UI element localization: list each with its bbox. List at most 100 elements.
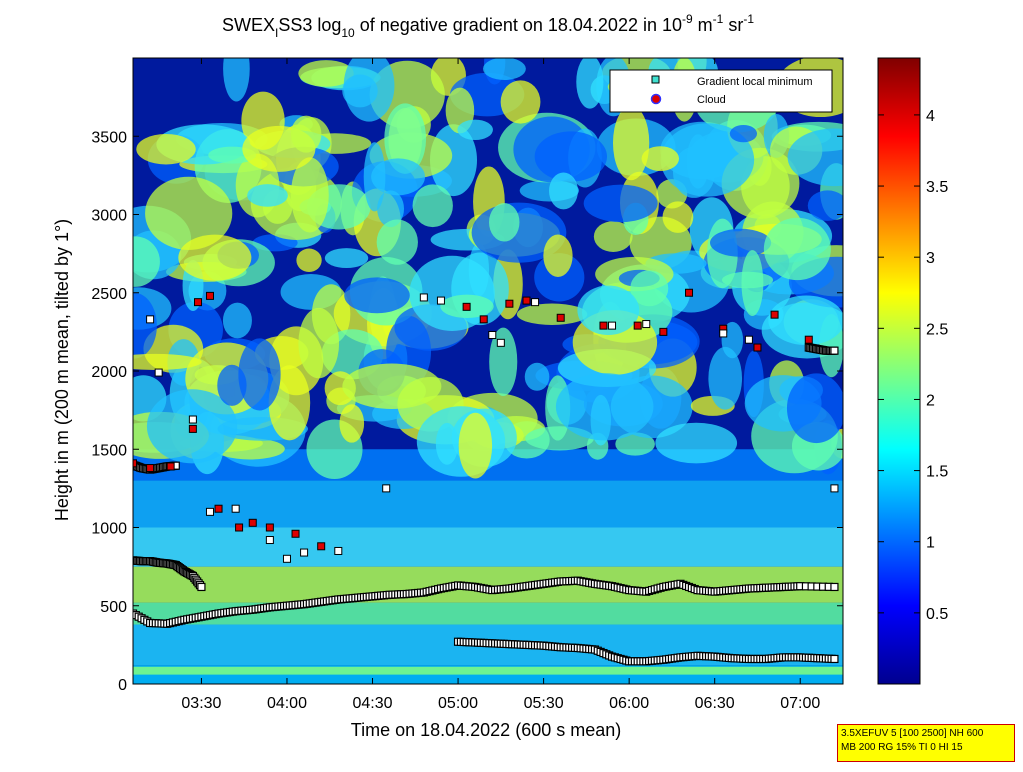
heatmap-bands xyxy=(133,449,843,684)
heatmap xyxy=(133,58,843,684)
heatmap-blob xyxy=(343,58,395,122)
legend-box xyxy=(609,69,833,113)
heatmap-blob xyxy=(516,303,588,325)
gradient-minimum-point xyxy=(608,321,617,330)
title-sub1: I xyxy=(275,26,278,40)
colorbar-tick-label: 3 xyxy=(926,250,935,267)
heatmap-blob xyxy=(133,353,202,370)
heatmap-blob xyxy=(238,338,281,411)
heatmap-blob xyxy=(247,184,288,207)
heatmap-blob xyxy=(298,307,340,379)
cloud-marker xyxy=(505,299,514,308)
cloud-marker xyxy=(188,424,197,433)
heatmap-band xyxy=(133,602,843,625)
colorbar-tick-label: 1.5 xyxy=(926,464,948,481)
gradient-minimum-point xyxy=(488,331,497,340)
heatmap-blob xyxy=(686,134,710,189)
heatmap-blob xyxy=(710,228,772,257)
colorbar-frame xyxy=(877,57,921,685)
heatmap-blob xyxy=(721,271,774,289)
gradient-minimum-point xyxy=(531,298,540,307)
title-mid: SS3 log xyxy=(278,15,341,35)
colorbar-tick-label: 3.5 xyxy=(926,179,948,196)
title-prefix: SWEX xyxy=(222,15,275,35)
gradient-minimum-point xyxy=(642,320,651,329)
info-line-2: MB 200 RG 15% TI 0 HI 15 xyxy=(841,742,963,753)
heatmap-blob xyxy=(384,103,427,174)
heatmap-blob xyxy=(534,131,607,182)
heatmap-blob xyxy=(412,184,453,228)
x-axis: 03:30 04:00 04:30 05:00 05:30 06:00 06:30 07:00 xyxy=(181,58,820,712)
heatmap-blob xyxy=(630,270,669,307)
heatmap-blob xyxy=(593,221,633,252)
colorbar-tick-label: 2 xyxy=(926,392,935,409)
gradient-minimum-marker xyxy=(830,654,839,664)
gradient-minimum-point xyxy=(231,504,240,513)
heatmap-blob xyxy=(576,58,604,109)
colorbar-tick-label: 2.5 xyxy=(926,321,948,338)
heatmap-blob xyxy=(223,58,250,102)
heatmap-blob xyxy=(145,176,233,250)
cloud-marker xyxy=(599,321,608,330)
heatmap-blob xyxy=(807,190,843,221)
heatmap-blob xyxy=(615,432,655,456)
y-tick-label: 3000 xyxy=(91,208,127,225)
cloud-marker xyxy=(685,288,694,297)
x-tick-label: 07:00 xyxy=(780,695,820,712)
heatmap-band xyxy=(133,480,843,528)
gradient-minimum-point xyxy=(382,484,391,493)
heatmap-blob xyxy=(458,412,493,479)
heatmap-blob xyxy=(500,80,541,124)
title-unit2: sr xyxy=(723,15,743,35)
y-tick-label: 0 xyxy=(118,677,127,694)
series-layer xyxy=(133,288,839,666)
cloud-marker xyxy=(133,459,137,468)
x-tick-label: 03:30 xyxy=(181,695,221,712)
gradient-minimum-point xyxy=(154,368,163,377)
title-sup2: -1 xyxy=(713,12,724,26)
heatmap-blob xyxy=(555,373,654,441)
heatmap-blob xyxy=(222,302,252,339)
colorbar: 0.5 1 1.5 2 2.5 3 3.5 4 xyxy=(877,57,948,685)
heatmap-blob xyxy=(217,364,247,406)
title-sup1: -9 xyxy=(682,12,693,26)
heatmap-blob xyxy=(290,115,322,153)
gradient-minimum-point xyxy=(744,335,753,344)
heatmap-blob xyxy=(729,125,758,143)
cloud-marker xyxy=(804,335,813,344)
y-tick-label: 2500 xyxy=(91,286,127,303)
gradient-minimum-point xyxy=(419,293,428,302)
x-tick-label: 05:00 xyxy=(438,695,478,712)
heatmap-blob xyxy=(524,362,550,391)
gradient-minimum-marker xyxy=(830,346,839,355)
y-tick-label: 3500 xyxy=(91,129,127,146)
gradient-minimum-point xyxy=(436,296,445,305)
cloud-marker xyxy=(462,302,471,311)
y-axis-label: Height in m (200 m mean, tilted by 1°) xyxy=(52,219,72,521)
colorbar-gradient xyxy=(878,58,920,684)
y-tick-label: 1500 xyxy=(91,442,127,459)
legend-label-cloud: Cloud xyxy=(697,94,726,106)
heatmap-blob xyxy=(612,105,650,181)
heatmap-blob xyxy=(489,202,520,242)
title-sup3: -1 xyxy=(743,12,754,26)
heatmap-band xyxy=(133,527,843,567)
gradient-minimum-point xyxy=(719,329,728,338)
heatmap-blob xyxy=(457,119,493,141)
gradient-minimum-marker xyxy=(197,582,206,592)
x-tick-label: 04:30 xyxy=(352,695,392,712)
colorbar-ticks: 0.5 1 1.5 2 2.5 3 3.5 4 xyxy=(878,108,948,623)
title-text: of negative gradient on 18.04.2022 in 10 xyxy=(355,15,682,35)
heatmap-blob xyxy=(298,60,354,87)
heatmap-blob xyxy=(708,346,743,410)
legend-label-gradient-minimum: Gradient local minimum xyxy=(697,76,813,88)
heatmap-blob xyxy=(371,158,426,196)
heatmap-blob xyxy=(376,219,418,265)
x-tick-label: 06:00 xyxy=(609,695,649,712)
y-tick-label: 2000 xyxy=(91,364,127,381)
cloud-marker xyxy=(291,529,300,538)
heatmap-blob xyxy=(324,248,369,268)
cloud-marker xyxy=(205,291,214,300)
gradient-minimum-point xyxy=(188,415,197,424)
heatmap-blob xyxy=(787,128,843,187)
